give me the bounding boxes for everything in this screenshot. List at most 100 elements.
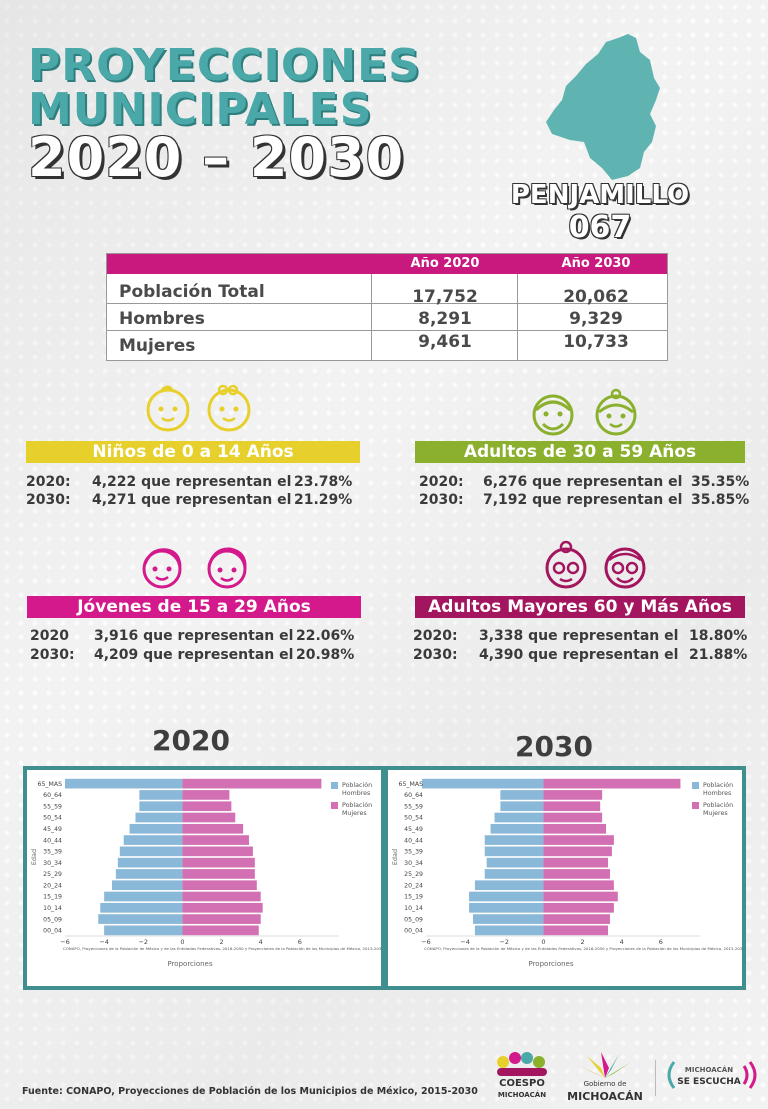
legend-label: Hombres bbox=[342, 790, 370, 797]
group-text: 4,271 que representan el bbox=[92, 492, 292, 508]
bar-mujeres-50_54 bbox=[543, 812, 603, 823]
y-axis-label: Edad bbox=[30, 849, 38, 865]
bar-hombres-05_09 bbox=[98, 914, 183, 924]
y-tick-label: 00_04 bbox=[404, 928, 423, 935]
bar-hombres-15_19 bbox=[104, 891, 183, 902]
grandmother-face-icon bbox=[545, 540, 587, 589]
bar-hombres-25_29 bbox=[115, 869, 183, 879]
chart-source-note: CONAPO, Proyecciones de la Población de … bbox=[424, 946, 742, 951]
summary-value: 9,329 bbox=[569, 309, 623, 329]
pyramid-svg-2020: 00_04 05_09 10_14 15_19 20_24 25_29 30_34 35_39… bbox=[30, 778, 381, 968]
bar-mujeres-45_49 bbox=[543, 823, 607, 834]
bar-hombres-30_34 bbox=[117, 857, 183, 868]
group-bar-adultos: Adultos de 30 a 59 Años bbox=[415, 441, 745, 463]
group-percent: 18.80% bbox=[689, 628, 748, 644]
bar-hombres-35_39 bbox=[119, 846, 183, 857]
group-title: Jóvenes de 15 a 29 Años bbox=[77, 597, 311, 617]
summary-col-2030: Año 2030 bbox=[561, 256, 631, 271]
bar-hombres-30_34 bbox=[486, 857, 544, 868]
pyramid-chart-2030: 00_04 05_09 10_14 15_19 20_24 25_29 30_34 35_39… bbox=[384, 766, 746, 990]
bar-mujeres-45_49 bbox=[182, 823, 244, 834]
group-line: 2030: 4,390 que representan el 21.88% bbox=[413, 647, 753, 665]
bar-mujeres-35_39 bbox=[543, 846, 612, 857]
bar-mujeres-15_19 bbox=[543, 891, 618, 902]
x-tick-label: −4 bbox=[99, 938, 109, 946]
bar-hombres-10_14 bbox=[469, 902, 544, 913]
year-label: 2020: bbox=[26, 474, 71, 490]
summary-table: Año 2020 Año 2030 Población Total 17,752… bbox=[106, 253, 668, 361]
legend-label: Mujeres bbox=[703, 810, 728, 817]
chart-title-2020: 2020 bbox=[152, 724, 230, 757]
y-tick-label: 45_49 bbox=[404, 826, 423, 833]
y-tick-label: 15_19 bbox=[404, 894, 423, 901]
bar-hombres-35_39 bbox=[484, 846, 544, 857]
summary-row-label: Hombres bbox=[119, 309, 205, 329]
summary-value: 17,752 bbox=[412, 287, 478, 307]
x-tick-label: 6 bbox=[659, 938, 663, 946]
summary-row-label: Mujeres bbox=[119, 336, 196, 356]
group-line: 2020: 4,222 que representan el 23.78% bbox=[26, 474, 366, 492]
year-label: 2020: bbox=[413, 628, 458, 644]
municipality-name: PENJAMILLO bbox=[510, 180, 690, 210]
girl-face-icon bbox=[207, 547, 247, 589]
legend-label: Población bbox=[342, 781, 372, 789]
y-axis-label: Edad bbox=[391, 849, 399, 865]
bar-hombres-00_04 bbox=[474, 925, 544, 936]
group-line: 2030: 4,209 que representan el 20.98% bbox=[30, 647, 370, 665]
y-tick-label: 10_14 bbox=[43, 905, 62, 912]
bar-mujeres-55_59 bbox=[543, 801, 601, 812]
group-line: 2020: 6,276 que representan el 35.35% bbox=[419, 474, 749, 492]
y-tick-label: 45_49 bbox=[43, 826, 62, 833]
legend-label: Mujeres bbox=[342, 810, 367, 817]
x-tick-label: 2 bbox=[581, 938, 585, 946]
y-tick-label: 20_24 bbox=[404, 882, 423, 889]
bar-mujeres-65_MAS bbox=[182, 778, 322, 789]
left-sound-wave-icon bbox=[667, 1061, 676, 1089]
year-label: 2020: bbox=[419, 474, 464, 490]
chart-source-note: CONAPO, Proyecciones de la Población de … bbox=[63, 946, 381, 951]
bar-hombres-00_04 bbox=[104, 925, 183, 936]
gobierno-logo-icon bbox=[579, 1052, 631, 1078]
source-footnote: Fuente: CONAPO, Proyecciones de Població… bbox=[22, 1086, 478, 1097]
group-bar-jovenes: Jóvenes de 15 a 29 Años bbox=[27, 596, 361, 618]
bar-mujeres-40_44 bbox=[543, 835, 614, 845]
x-tick-label: −2 bbox=[499, 938, 509, 946]
year-label: 2020 bbox=[30, 628, 69, 644]
bar-hombres-10_14 bbox=[100, 902, 183, 913]
pyramid-svg-2030: 00_04 05_09 10_14 15_19 20_24 25_29 30_34 35_39… bbox=[391, 778, 742, 968]
coespo-logo-icon bbox=[497, 1052, 547, 1076]
x-tick-label: 2 bbox=[220, 938, 224, 946]
bar-mujeres-55_59 bbox=[182, 801, 232, 812]
title-line-2: MUNICIPALES bbox=[28, 84, 373, 135]
woman-face-icon bbox=[595, 388, 637, 436]
summary-header bbox=[107, 254, 667, 274]
coespo-logo-text: COESPO bbox=[499, 1078, 545, 1089]
logo-divider bbox=[655, 1060, 656, 1096]
x-tick-label: 4 bbox=[620, 938, 624, 946]
year-label: 2030: bbox=[26, 492, 71, 508]
bar-mujeres-00_04 bbox=[543, 925, 609, 936]
group-percent: 35.85% bbox=[691, 492, 750, 508]
y-tick-label: 15_19 bbox=[43, 894, 62, 901]
bar-hombres-25_29 bbox=[484, 869, 544, 879]
y-tick-label: 40_44 bbox=[404, 837, 423, 844]
bar-hombres-20_24 bbox=[111, 880, 183, 891]
summary-value: 8,291 bbox=[418, 309, 472, 329]
y-tick-label: 35_39 bbox=[404, 849, 423, 856]
group-bar-mayores: Adultos Mayores 60 y Más Años bbox=[415, 596, 745, 618]
group-title: Adultos Mayores 60 y Más Años bbox=[428, 597, 732, 617]
legend-label: Población bbox=[342, 801, 372, 809]
group-line: 2020 3,916 que representan el 22.06% bbox=[30, 628, 370, 646]
legend-swatch bbox=[692, 802, 699, 809]
y-tick-label: 20_24 bbox=[43, 882, 62, 889]
y-tick-label: 25_29 bbox=[404, 871, 423, 878]
bar-hombres-60_64 bbox=[500, 790, 544, 800]
y-tick-label: 10_14 bbox=[404, 905, 423, 912]
legend-swatch bbox=[331, 802, 338, 809]
summary-divider bbox=[107, 303, 667, 304]
group-percent: 35.35% bbox=[691, 474, 750, 490]
bar-mujeres-30_34 bbox=[182, 857, 255, 868]
x-tick-label: 6 bbox=[298, 938, 302, 946]
y-tick-label: 55_59 bbox=[43, 803, 62, 810]
bar-mujeres-60_64 bbox=[182, 790, 230, 800]
